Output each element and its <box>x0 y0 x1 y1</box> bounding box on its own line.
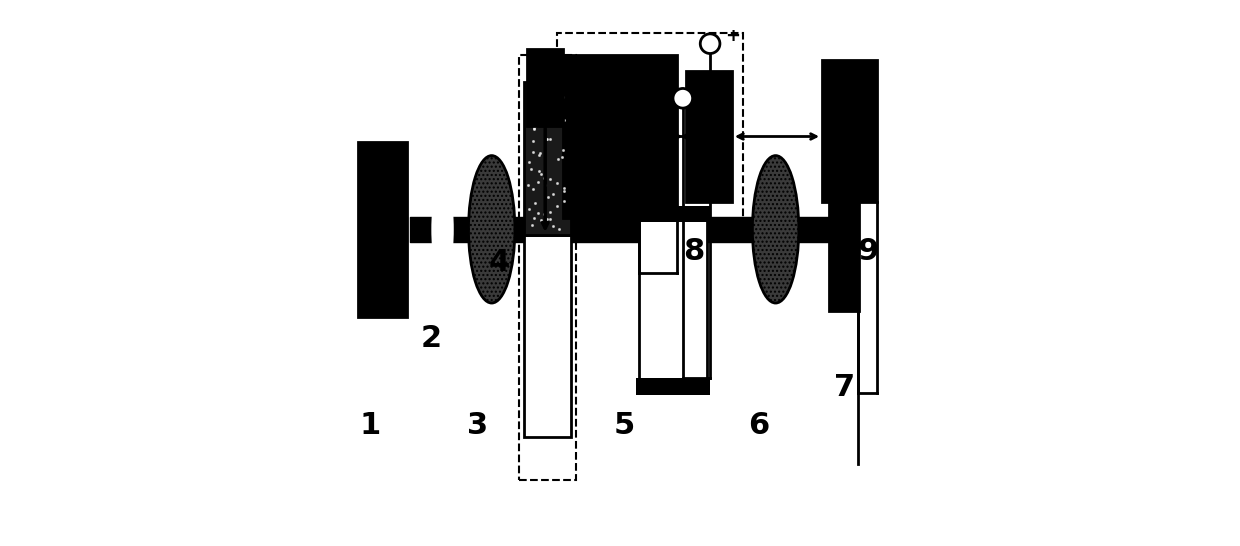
Point <box>551 111 570 120</box>
Point <box>553 93 573 102</box>
Point <box>543 221 563 230</box>
Bar <box>636 378 711 395</box>
Point <box>548 155 568 164</box>
Point <box>541 103 560 111</box>
Text: 8: 8 <box>683 236 704 266</box>
Point <box>547 179 567 187</box>
Point <box>549 224 569 233</box>
Point <box>553 145 573 154</box>
Bar <box>358 142 407 317</box>
Point <box>527 96 547 105</box>
Point <box>523 185 543 194</box>
Point <box>520 98 539 107</box>
Point <box>520 205 539 213</box>
Text: 3: 3 <box>467 411 489 441</box>
Bar <box>563 55 677 218</box>
Point <box>536 135 556 144</box>
Point <box>537 118 557 127</box>
Point <box>520 158 539 167</box>
Point <box>522 136 542 145</box>
Bar <box>527 49 563 126</box>
Point <box>529 149 549 157</box>
Point <box>537 134 557 143</box>
Bar <box>525 235 570 437</box>
Point <box>532 170 552 179</box>
Point <box>528 178 548 187</box>
Bar <box>822 60 877 202</box>
Point <box>525 214 544 223</box>
Ellipse shape <box>469 156 515 303</box>
Point <box>541 174 560 183</box>
Point <box>547 202 567 211</box>
Bar <box>520 55 577 480</box>
Point <box>518 115 538 124</box>
Point <box>529 167 549 175</box>
Point <box>552 110 572 119</box>
Point <box>534 181 554 189</box>
Point <box>539 99 559 108</box>
Point <box>522 221 542 229</box>
Text: 7: 7 <box>835 373 856 402</box>
Bar <box>639 218 707 382</box>
Point <box>525 198 544 207</box>
Point <box>525 121 544 130</box>
Point <box>541 215 560 223</box>
Point <box>525 121 544 130</box>
Point <box>553 186 573 195</box>
Point <box>518 180 538 189</box>
Point <box>553 101 573 110</box>
Point <box>554 197 574 205</box>
Text: 6: 6 <box>749 411 770 441</box>
Text: 1: 1 <box>360 411 381 441</box>
Point <box>541 208 560 217</box>
Point <box>552 153 572 162</box>
Point <box>525 124 544 133</box>
Bar <box>830 147 859 311</box>
Text: +: + <box>725 27 740 45</box>
Text: 2: 2 <box>422 324 443 353</box>
Point <box>554 116 574 124</box>
Bar <box>636 206 711 222</box>
Ellipse shape <box>433 180 453 278</box>
Point <box>554 184 574 193</box>
Point <box>529 115 549 124</box>
Point <box>521 111 541 120</box>
Circle shape <box>673 88 693 108</box>
Point <box>537 215 557 223</box>
Text: -: - <box>698 81 706 99</box>
Text: 9: 9 <box>858 236 879 266</box>
Point <box>521 164 541 173</box>
Bar <box>525 82 570 235</box>
Point <box>541 135 560 144</box>
Point <box>523 124 543 133</box>
Text: 4: 4 <box>489 247 510 277</box>
Text: 5: 5 <box>614 411 635 441</box>
Bar <box>686 71 732 202</box>
Bar <box>557 33 743 240</box>
Point <box>520 117 539 126</box>
Point <box>534 210 554 218</box>
Point <box>531 216 551 224</box>
Circle shape <box>701 34 720 54</box>
Point <box>546 108 565 116</box>
Point <box>528 209 548 217</box>
Point <box>538 193 558 201</box>
Ellipse shape <box>753 156 799 303</box>
Point <box>544 85 564 93</box>
Point <box>533 174 553 183</box>
Point <box>523 148 543 157</box>
Point <box>543 189 563 198</box>
Point <box>526 109 546 118</box>
Point <box>529 151 549 159</box>
